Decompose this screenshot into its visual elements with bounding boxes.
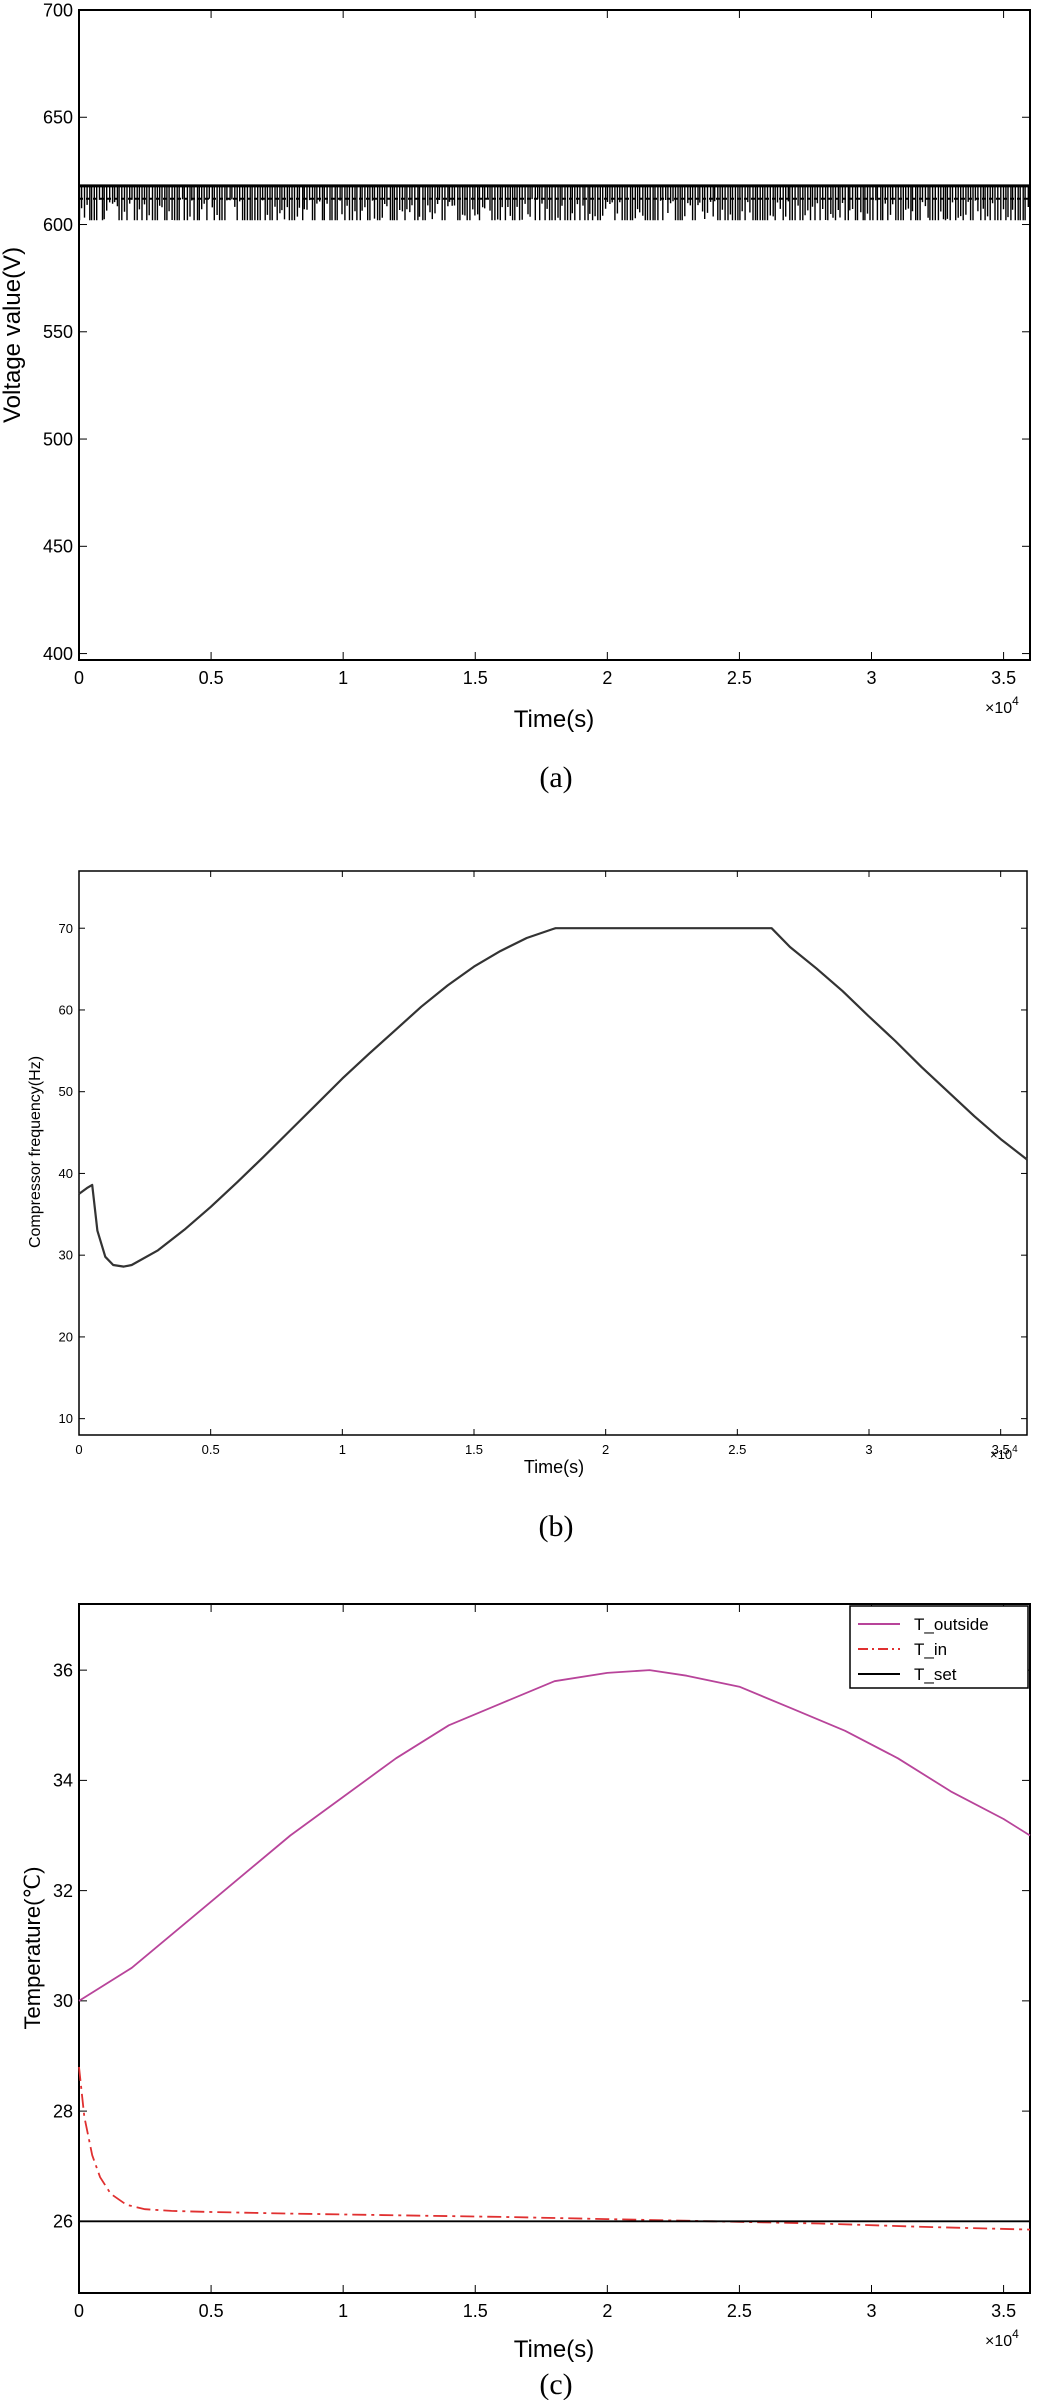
x-tick-label: 3.5 (992, 1442, 1010, 1457)
voltage-x-axis-label: Time(s) (514, 706, 594, 733)
y-tick-label: 600 (43, 215, 73, 235)
voltage-x-exponent: ×104 (985, 694, 1019, 717)
frequency-plot-frame (78, 870, 1028, 1436)
temperature-x-axis-label: Time(s) (514, 2336, 594, 2363)
x-tick-label: 1 (338, 668, 348, 688)
y-tick-label: 20 (59, 1329, 73, 1344)
y-tick-label: 40 (59, 1166, 73, 1181)
x-tick-label: 2 (602, 2301, 612, 2321)
voltage-plot-frame (78, 9, 1031, 661)
frequency-series (78, 927, 1028, 1268)
temperature-legend: T_outside T_in T_set (849, 1605, 1029, 1689)
y-tick-label: 32 (53, 1881, 73, 1901)
y-tick-label: 550 (43, 322, 73, 342)
y-tick-label: 400 (43, 644, 73, 664)
temperature-plot-frame (78, 1603, 1031, 2294)
frequency-x-axis-label: Time(s) (524, 1457, 584, 1477)
x-tick-label: 0 (75, 1442, 82, 1457)
x-tick-label: 0.5 (199, 668, 224, 688)
series-line-frequency (78, 927, 1028, 1268)
y-tick-label: 650 (43, 108, 73, 128)
temperature-series (78, 1669, 1031, 2231)
temperature-y-axis: 26 28 30 32 34 36 (53, 1660, 1030, 2232)
y-tick-label: 10 (59, 1411, 73, 1426)
series-line-t-in (78, 2066, 1031, 2231)
y-tick-label: 26 (53, 2212, 73, 2232)
x-tick-label: 0.5 (199, 2301, 224, 2321)
y-tick-label: 36 (53, 1660, 73, 1680)
x-tick-label: 2.5 (727, 668, 752, 688)
x-tick-label: 3.5 (991, 2301, 1016, 2321)
caption-b: (b) (539, 1510, 574, 1543)
voltage-y-axis: 400 450 500 550 600 650 700 (43, 0, 1030, 664)
voltage-y-axis-label: Voltage value(V) (0, 247, 26, 423)
series-line-t-outside (78, 1669, 1031, 2002)
legend-label: T_outside (914, 1615, 989, 1634)
x-tick-label: 1 (338, 2301, 348, 2321)
y-tick-label: 700 (43, 0, 73, 20)
x-tick-label: 0 (74, 668, 84, 688)
temperature-x-exponent: ×104 (985, 2327, 1019, 2350)
x-tick-label: 2.5 (727, 2301, 752, 2321)
voltage-series (78, 184, 1030, 221)
temperature-y-axis-label: Temperature(℃) (20, 1867, 45, 2030)
legend-label: T_set (914, 1665, 957, 1684)
x-tick-label: 3 (866, 2301, 876, 2321)
caption-c: (c) (539, 2368, 572, 2400)
x-tick-label: 1.5 (465, 1442, 483, 1457)
y-tick-label: 60 (59, 1003, 73, 1018)
x-tick-label: 3.5 (991, 668, 1016, 688)
y-tick-label: 28 (53, 2101, 73, 2121)
frequency-x-exponent: ×104 (990, 1444, 1018, 1462)
voltage-spikes (78, 185, 1029, 221)
y-tick-label: 30 (59, 1248, 73, 1263)
x-tick-label: 2.5 (728, 1442, 746, 1457)
x-tick-label: 1.5 (463, 2301, 488, 2321)
frequency-x-axis: 0 0.5 1 1.5 2 2.5 3 3.5 (75, 871, 1010, 1457)
y-tick-label: 70 (59, 921, 73, 936)
legend-label: T_in (914, 1640, 947, 1659)
x-tick-label: 3 (866, 668, 876, 688)
frequency-y-axis: 10 20 30 40 50 60 70 (59, 921, 1027, 1426)
x-tick-label: 1 (339, 1442, 346, 1457)
x-tick-label: 0.5 (202, 1442, 220, 1457)
voltage-chart: 0 0.5 1 1.5 2 2.5 3 3.5 400 450 500 550 600 650 700 T… (0, 0, 1031, 794)
y-tick-label: 450 (43, 537, 73, 557)
y-tick-label: 34 (53, 1771, 73, 1791)
y-tick-label: 30 (53, 1991, 73, 2011)
x-tick-label: 2 (602, 1442, 609, 1457)
x-tick-label: 3 (865, 1442, 872, 1457)
caption-a: (a) (539, 761, 572, 794)
voltage-x-axis: 0 0.5 1 1.5 2 2.5 3 3.5 (74, 10, 1016, 688)
x-tick-label: 1.5 (463, 668, 488, 688)
y-tick-label: 50 (59, 1084, 73, 1099)
x-tick-label: 2 (602, 668, 612, 688)
temperature-x-axis: 0 0.5 1 1.5 2 2.5 3 3.5 (74, 1604, 1016, 2321)
x-tick-label: 0 (74, 2301, 84, 2321)
y-tick-label: 500 (43, 429, 73, 449)
frequency-y-axis-label: Compressor frequency(Hz) (27, 1056, 44, 1248)
